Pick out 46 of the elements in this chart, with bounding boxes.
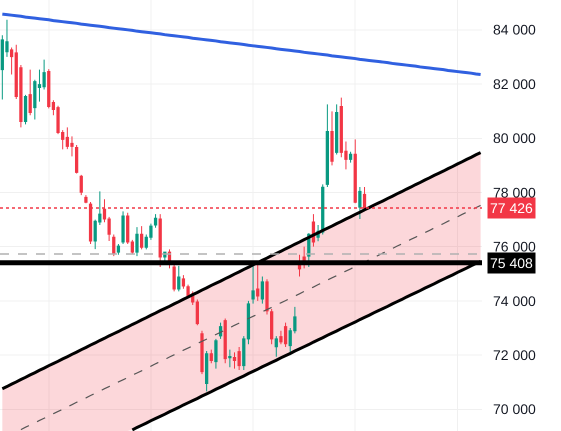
y-tick-label: 74 000 xyxy=(493,292,536,309)
candlestick xyxy=(251,264,255,304)
candlestick xyxy=(210,349,213,364)
y-tick-label: 70 000 xyxy=(493,401,536,418)
ref-line-label: 77 426 xyxy=(490,200,534,216)
candlestick xyxy=(182,274,186,290)
y-tick-label: 84 000 xyxy=(493,22,536,38)
y-tick-label: 76 000 xyxy=(493,238,536,255)
candlestick xyxy=(326,104,330,188)
candlestick xyxy=(335,104,338,156)
candlestick xyxy=(321,184,324,235)
candlestick xyxy=(260,276,264,304)
line-series xyxy=(0,12,482,76)
candlestick xyxy=(358,186,362,220)
candlestick xyxy=(330,110,334,166)
candlestick xyxy=(24,94,28,125)
candlestick xyxy=(348,151,352,164)
candlestick xyxy=(284,322,288,348)
candlestick xyxy=(140,226,144,250)
candlestick xyxy=(135,226,139,257)
candlestick xyxy=(274,336,278,358)
line-series xyxy=(20,204,482,430)
candlestick xyxy=(158,214,162,268)
y-tick-label: 72 000 xyxy=(493,347,536,363)
candlestick xyxy=(200,330,204,375)
candlestick xyxy=(154,214,158,228)
candlestick xyxy=(228,349,232,368)
candlestick xyxy=(112,234,116,257)
candlestick xyxy=(84,194,88,204)
candlestick xyxy=(80,174,83,196)
y-tick-label: 80 000 xyxy=(493,130,536,146)
candlestick xyxy=(74,144,78,174)
ref-line-label: 75 408 xyxy=(490,255,534,271)
candlestick xyxy=(224,318,227,364)
candlestick xyxy=(218,322,222,340)
line-series xyxy=(0,151,482,390)
candlestick xyxy=(214,338,218,370)
candlestick xyxy=(28,69,32,116)
candlestick xyxy=(172,264,176,292)
candlestick xyxy=(121,210,125,244)
candlestick xyxy=(354,138,357,204)
candlestick xyxy=(177,265,180,292)
candlestick xyxy=(116,243,120,256)
y-tick-label: 82 000 xyxy=(493,76,536,92)
candlestick xyxy=(205,350,208,392)
y-tick-label: 78 000 xyxy=(493,184,536,200)
